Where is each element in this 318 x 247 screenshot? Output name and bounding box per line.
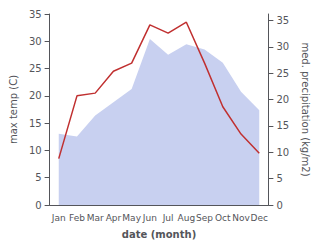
svg-text:Dec: Dec [251, 213, 268, 223]
svg-text:20: 20 [276, 94, 289, 105]
svg-text:10: 10 [276, 147, 289, 158]
svg-text:date (month): date (month) [122, 229, 196, 240]
svg-text:Jul: Jul [162, 213, 174, 223]
svg-text:0: 0 [276, 200, 282, 211]
svg-text:Aug: Aug [178, 213, 196, 223]
svg-text:5: 5 [35, 172, 41, 183]
svg-text:med. precipitation (kg/m2): med. precipitation (kg/m2) [300, 42, 311, 176]
svg-text:30: 30 [276, 41, 289, 52]
svg-text:May: May [122, 213, 141, 223]
svg-text:Oct: Oct [215, 213, 231, 223]
svg-text:20: 20 [29, 90, 42, 101]
svg-text:35: 35 [276, 15, 289, 26]
svg-text:35: 35 [29, 9, 42, 20]
svg-text:Mar: Mar [87, 213, 104, 223]
svg-text:15: 15 [276, 120, 289, 131]
svg-text:Jan: Jan [51, 213, 66, 223]
svg-text:30: 30 [29, 36, 42, 47]
svg-text:Feb: Feb [69, 213, 85, 223]
svg-text:Jun: Jun [142, 213, 157, 223]
svg-text:0: 0 [35, 200, 41, 211]
svg-text:Nov: Nov [232, 213, 250, 223]
svg-text:15: 15 [29, 118, 42, 129]
svg-text:25: 25 [29, 63, 42, 74]
svg-text:10: 10 [29, 145, 42, 156]
svg-text:max temp (C): max temp (C) [8, 75, 19, 144]
svg-text:5: 5 [276, 173, 282, 184]
svg-text:25: 25 [276, 68, 289, 79]
svg-text:Apr: Apr [106, 213, 122, 223]
svg-text:Sep: Sep [196, 213, 213, 223]
